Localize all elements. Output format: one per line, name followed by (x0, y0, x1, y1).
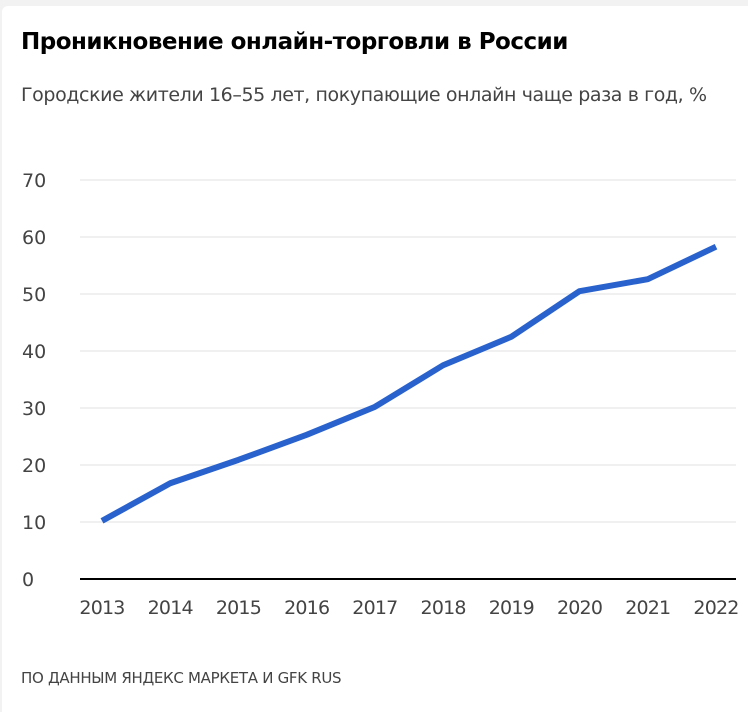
chart-title: Проникновение онлайн-торговли в России (21, 29, 568, 55)
chart-card (2, 6, 748, 712)
x-tick-label: 2014 (148, 597, 194, 619)
y-axis-ticks: 0 10 20 30 40 50 60 70 (22, 170, 46, 591)
y-tick-label: 40 (22, 341, 46, 363)
y-tick-label: 20 (22, 455, 46, 477)
x-tick-label: 2022 (693, 597, 738, 619)
x-tick-label: 2020 (557, 597, 602, 619)
data-points (101, 246, 717, 521)
y-tick-label: 30 (22, 398, 46, 420)
y-tick-label: 0 (22, 569, 34, 591)
line-chart: 0 10 20 30 40 50 60 70 2013 2014 2015 2016 2017 2018… (22, 170, 739, 619)
chart-subtitle: Городские жители 16–55 лет, покупающие о… (21, 84, 707, 106)
x-tick-label: 2019 (489, 597, 534, 619)
source-note: ПО ДАННЫМ ЯНДЕКС МАРКЕТА И GFK RUS (21, 669, 342, 687)
x-tick-label: 2018 (421, 597, 466, 619)
x-tick-label: 2013 (79, 597, 124, 619)
x-axis-ticks: 2013 2014 2015 2016 2017 2018 2019 2020 2021 2022 (79, 597, 739, 619)
x-tick-label: 2021 (625, 597, 670, 619)
y-tick-label: 70 (22, 170, 46, 192)
x-tick-label: 2017 (352, 597, 397, 619)
y-tick-label: 10 (22, 512, 46, 534)
x-tick-label: 2015 (216, 597, 261, 619)
x-tick-label: 2016 (284, 597, 329, 619)
series-line (100, 243, 718, 524)
y-tick-label: 60 (22, 227, 46, 249)
y-tick-label: 50 (22, 284, 46, 306)
gridlines (80, 179, 736, 523)
